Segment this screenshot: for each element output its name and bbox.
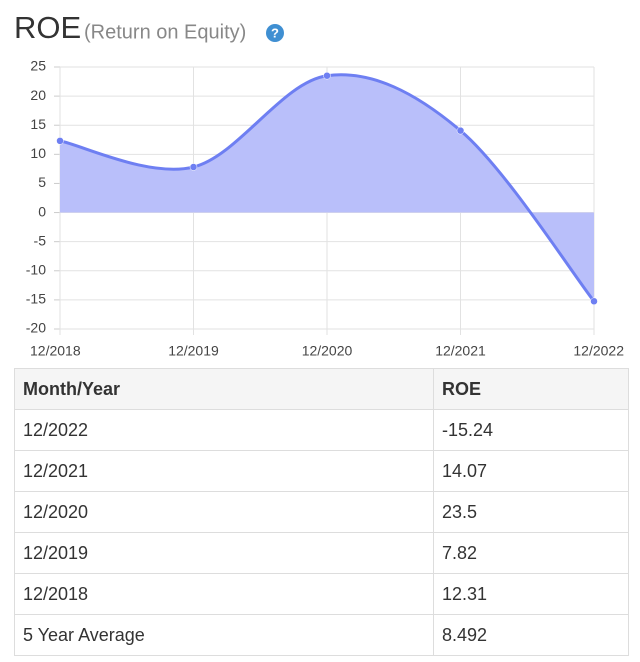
- table-row: 12/2019 7.82: [14, 532, 629, 574]
- table-cell: 7.82: [433, 532, 629, 574]
- table-row: 12/2020 23.5: [14, 491, 629, 533]
- y-tick-label: 5: [38, 174, 46, 190]
- y-tick-label: 0: [38, 203, 46, 219]
- x-tick-label: 12/2019: [168, 343, 219, 359]
- table-header: Month/Year ROE: [14, 368, 629, 410]
- point: [456, 126, 465, 135]
- column-header: Month/Year: [14, 368, 434, 410]
- table-cell: 12.31: [433, 573, 629, 615]
- table-cell: 12/2022: [14, 409, 434, 451]
- x-tick-label: 12/2020: [302, 343, 353, 359]
- table-row: 12/2021 14.07: [14, 450, 629, 492]
- table-cell: 14.07: [433, 450, 629, 492]
- x-tick-label: 12/2022: [573, 343, 624, 359]
- help-icon[interactable]: [266, 24, 284, 42]
- table-cell: 12/2018: [14, 573, 434, 615]
- table-cell: 5 Year Average: [14, 614, 434, 656]
- point: [189, 163, 198, 171]
- table-row: 12/2022 -15.24: [14, 409, 629, 451]
- help-icon-text[interactable]: ?: [271, 25, 279, 40]
- table-cell: 12/2021: [14, 450, 434, 492]
- table-cell: 12/2020: [14, 491, 434, 533]
- chart: ROE (Return on Equity) ? -20 -15 -10 -5 0 5 10…: [14, 10, 624, 359]
- y-tick-label: 25: [30, 58, 46, 74]
- table-cell: 12/2019: [14, 532, 434, 574]
- table-row: 12/2018 12.31: [14, 573, 629, 615]
- table-cell: -15.24: [433, 409, 629, 451]
- y-tick-label: 20: [30, 87, 46, 103]
- point: [323, 71, 331, 80]
- y-tick-label: 10: [30, 145, 46, 161]
- column-header: ROE: [433, 368, 629, 410]
- y-tick-label: 15: [30, 116, 46, 132]
- table-cell: 8.492: [433, 614, 629, 656]
- data-table: Month/Year ROE 12/2022 -15.24 12/2021 14.07 12…: [14, 368, 629, 656]
- x-tick-label: 12/2021: [435, 343, 486, 359]
- y-tick-label: -20: [26, 320, 46, 336]
- x-tick-label: 12/2018: [30, 343, 81, 359]
- chart-title: ROE: [14, 10, 81, 45]
- table-cell: 23.5: [433, 491, 629, 533]
- y-tick-label: -5: [34, 232, 47, 248]
- point: [56, 137, 64, 145]
- chart-subtitle: (Return on Equity): [84, 21, 246, 43]
- y-tick-label: -10: [26, 261, 46, 277]
- y-tick-label: -15: [26, 291, 46, 307]
- table-row: 5 Year Average 8.492: [14, 614, 629, 656]
- point: [590, 297, 598, 306]
